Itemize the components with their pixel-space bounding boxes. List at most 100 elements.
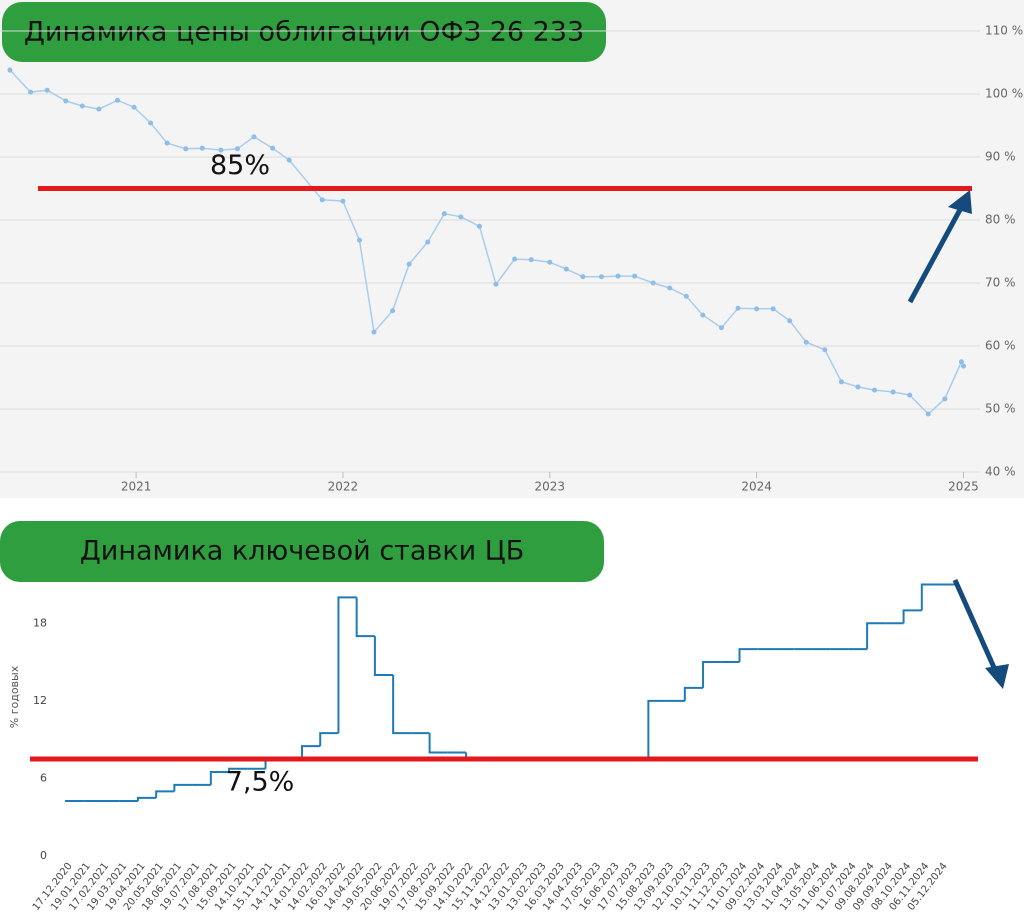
price-point [563,266,569,272]
reference-label: 7,5% [226,767,295,798]
rate-step [155,790,175,798]
price-point [493,281,499,287]
price-point [199,145,205,151]
rate-step [319,732,339,747]
rate-step [228,767,248,772]
chart2-title: Динамика ключевой ставки ЦБ [80,536,525,567]
price-point [234,146,240,152]
price-point [683,293,689,299]
price-point [615,273,621,279]
price-point [340,198,346,204]
price-point [787,318,793,324]
price-point [890,389,896,395]
rate-step [702,661,722,688]
price-point [822,347,828,353]
y-tick-label: 18 [33,616,47,629]
rate-step [920,583,941,611]
price-point [735,305,741,311]
price-point [872,387,878,393]
price-point [63,98,69,104]
y-tick-label: 40 % [985,465,1016,479]
price-point [907,392,913,398]
price-point [925,411,931,417]
price-point [183,146,189,152]
rate-step [337,596,357,734]
price-point [7,67,13,73]
rate-step [683,686,704,701]
price-point [700,312,706,318]
price-point [942,396,948,402]
price-point [476,223,482,229]
price-line [9,69,965,416]
chart2-title-box [0,521,604,582]
price-point [148,120,154,126]
arrow-shaft [907,204,965,304]
price-point [803,339,809,345]
price-point [251,134,257,140]
arrow-head [985,664,1009,689]
price-point [218,147,224,153]
price-point [770,306,776,312]
rate-step [392,674,412,735]
rate-step [136,796,157,802]
price-point [667,285,673,291]
x-tick-label: 2022 [328,480,359,494]
arrow-head [948,190,972,214]
price-point [838,379,844,385]
y-tick-label: 50 % [985,402,1016,416]
x-tick-label: 2021 [121,480,152,494]
rate-step [866,622,886,650]
price-point [28,89,34,95]
price-point [441,211,447,217]
price-point [650,280,656,286]
price-point [131,104,137,110]
y-tick-label: 6 [40,771,47,784]
price-point [598,274,604,280]
rate-step [173,783,193,792]
rate-step [209,770,230,785]
chart1-title-box [2,2,606,62]
y-axis-label: % годовых [8,665,21,728]
price-point [390,308,396,314]
price-point [718,325,724,331]
chart1-background [0,0,1024,498]
price-point [96,106,102,112]
y-tick-label: 110 % [985,24,1023,38]
price-point [458,214,464,220]
y-tick-label: 12 [33,694,47,707]
price-point [754,306,760,312]
price-point [319,197,325,203]
price-point [547,259,553,265]
price-point [114,97,120,103]
price-point [580,274,586,280]
rate-step [373,636,394,676]
price-point [44,87,50,93]
price-point [164,140,170,146]
price-point [855,384,861,390]
price-point [79,103,85,109]
price-point [632,273,638,279]
x-tick-label: 2025 [948,480,979,494]
reference-label: 85% [210,150,270,181]
rate-step [428,733,448,754]
rate-step [647,699,667,760]
rate-step [355,597,375,638]
price-point [371,329,377,335]
x-tick-label: 2024 [741,480,772,494]
chart1-title: Динамика цены облигации ОФЗ 26 233 [24,17,584,48]
price-point [270,145,276,151]
price-point [406,261,412,267]
x-tick-label: 2023 [535,480,566,494]
rate-step [902,609,922,624]
price-point [286,157,292,163]
price-point [356,237,362,243]
price-point [960,363,966,369]
price-point [425,239,431,245]
y-tick-label: 60 % [985,339,1016,353]
y-tick-label: 70 % [985,276,1016,290]
price-point [958,359,964,365]
chart1: 40 % 50 % 60 % 70 % 80 % 90 % 100 % 110 % 2021 20… [0,24,1023,494]
y-tick-label: 100 % [985,87,1023,101]
arrow-up [907,190,972,304]
